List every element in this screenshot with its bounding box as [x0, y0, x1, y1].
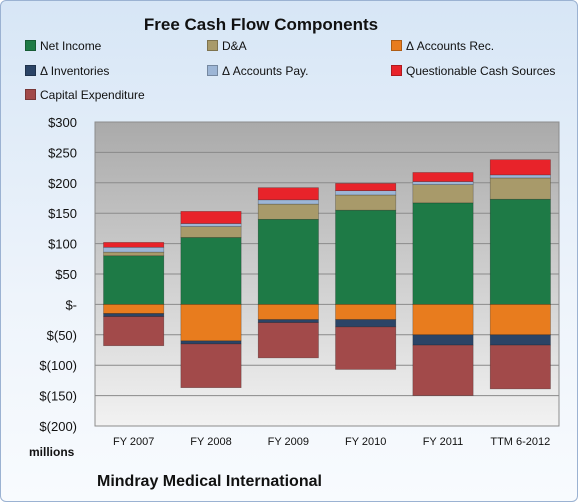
x-tick-label: TTM 6-2012 — [490, 436, 550, 448]
bar-segment — [103, 313, 165, 317]
y-tick-label: $(150) — [39, 389, 77, 404]
bar-segment — [489, 304, 551, 336]
y-tick-label: $300 — [48, 115, 77, 130]
bar-segment — [103, 304, 165, 314]
legend-swatch — [391, 40, 402, 51]
bar-segment — [180, 237, 242, 305]
bar-segment — [257, 304, 319, 320]
y-tick-label: $(50) — [47, 328, 77, 343]
legend-label: Δ Accounts Rec. — [406, 39, 495, 53]
y-tick-label: $- — [65, 297, 77, 312]
legend-label: Net Income — [40, 39, 102, 53]
legend-item-accounts-rec: Δ Accounts Rec. — [391, 39, 494, 53]
y-tick-label: $(200) — [39, 419, 77, 434]
bar-segment — [412, 202, 474, 305]
bar-segment — [489, 334, 551, 346]
y-tick-label: $50 — [55, 267, 77, 282]
y-tick-label: $(100) — [39, 358, 77, 373]
legend-item-net-income: Net Income — [25, 39, 101, 53]
x-tick-label: FY 2008 — [190, 436, 231, 448]
bar-segment — [103, 255, 165, 305]
bar-segment — [335, 183, 397, 192]
bar-segment — [489, 177, 551, 200]
legend-label: D&A — [222, 39, 247, 53]
bar-segment — [180, 304, 242, 342]
bar-segment — [257, 322, 319, 359]
bar-segment — [335, 209, 397, 305]
bar-segment — [335, 326, 397, 370]
legend-label: Questionable Cash Sources — [406, 64, 556, 78]
bar-segment — [180, 211, 242, 224]
legend-item-accounts-pay: Δ Accounts Pay. — [207, 64, 309, 78]
bar-segment — [489, 344, 551, 390]
bar-segment — [412, 344, 474, 396]
legend-item-da: D&A — [207, 39, 247, 53]
legend-swatch — [391, 65, 402, 76]
bar-segment — [412, 181, 474, 185]
y-tick-label: $200 — [48, 176, 77, 191]
bar-segment — [412, 184, 474, 204]
legend-item-questionable-cash-sources: Questionable Cash Sources — [391, 64, 555, 78]
bar-segment — [180, 223, 242, 227]
bar-segment — [257, 199, 319, 205]
y-tick-label: $100 — [48, 237, 77, 252]
x-tick-label: FY 2011 — [423, 436, 464, 448]
legend-swatch — [25, 40, 36, 51]
legend-swatch — [207, 40, 218, 51]
bar-segment — [335, 194, 397, 211]
bar-segment — [103, 316, 165, 347]
bar-segment — [103, 251, 165, 257]
bar-segment — [180, 226, 242, 238]
bar-segment — [103, 246, 165, 253]
x-tick-label: FY 2010 — [345, 436, 386, 448]
x-tick-label: FY 2007 — [113, 436, 154, 448]
bar-segment — [180, 343, 242, 388]
bar-segment — [257, 319, 319, 323]
bar-segment — [412, 334, 474, 346]
bar-segment — [335, 319, 397, 328]
bar-segment — [489, 159, 551, 176]
legend-swatch — [25, 89, 36, 100]
legend-item-inventories: Δ Inventories — [25, 64, 109, 78]
bar-segment — [257, 218, 319, 305]
bar-segment — [412, 172, 474, 182]
bar-segment — [103, 242, 165, 248]
bar-segment — [489, 174, 551, 179]
bar-segment — [180, 340, 242, 345]
unit-label: millions — [29, 445, 75, 459]
y-tick-label: $150 — [48, 206, 77, 221]
bar-segment — [257, 187, 319, 201]
bar-segment — [335, 304, 397, 320]
legend-label: Capital Expenditure — [40, 88, 145, 102]
legend-label: Δ Accounts Pay. — [222, 64, 309, 78]
company-name: Mindray Medical International — [97, 473, 322, 490]
bar-segment — [257, 203, 319, 220]
bar-segment — [335, 190, 397, 196]
chart-title: Free Cash Flow Components — [143, 15, 379, 34]
bar-segment — [489, 198, 551, 305]
legend-item-capital-expenditure: Capital Expenditure — [25, 88, 145, 102]
legend-label: Δ Inventories — [40, 64, 110, 78]
y-tick-label: $250 — [48, 145, 77, 160]
legend-swatch — [207, 65, 218, 76]
bar-segment — [412, 304, 474, 336]
x-tick-label: FY 2009 — [268, 436, 309, 448]
legend-swatch — [25, 65, 36, 76]
